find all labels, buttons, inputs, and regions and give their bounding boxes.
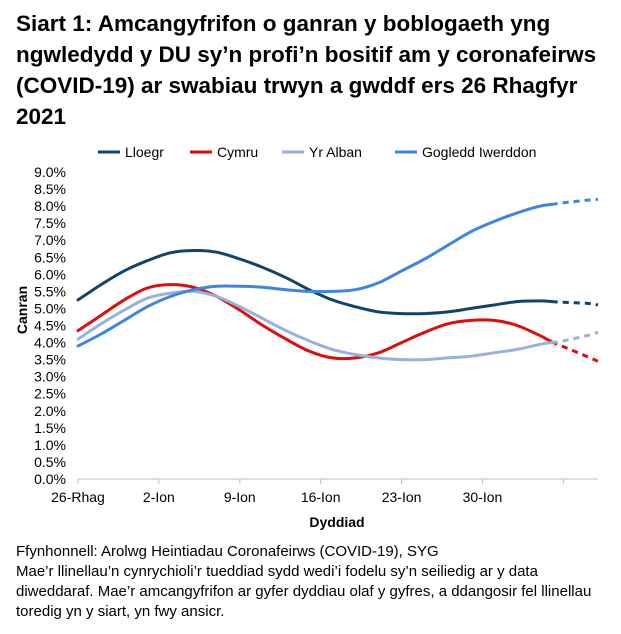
x-axis: 26-Rhag 2-Ion 9-Ion 16-Ion 23-Ion 30-Ion	[51, 478, 598, 505]
source-note: Ffynhonnell: Arolwg Heintiadau Coronafei…	[16, 543, 439, 560]
y-tick-label: 7.0%	[34, 232, 66, 248]
y-axis-title: Canran	[14, 286, 30, 334]
legend-label-yr-alban: Yr Alban	[309, 144, 362, 160]
y-axis: 0.0%0.5%1.0%1.5%2.0%2.5%3.0%3.5%4.0%4.5%…	[34, 164, 66, 487]
x-tick-label: 9-Ion	[224, 489, 256, 505]
x-tick-label: 16-Ion	[301, 489, 341, 505]
y-tick-label: 5.0%	[34, 300, 66, 316]
y-tick-label: 1.0%	[34, 437, 66, 453]
y-tick-label: 8.0%	[34, 198, 66, 214]
legend: Lloegr Cymru Yr Alban Gogledd Iwerddon	[98, 144, 536, 160]
y-tick-label: 6.0%	[34, 266, 66, 282]
series-line-dashed-cymru	[551, 340, 599, 363]
y-tick-label: 8.5%	[34, 181, 66, 197]
line-chart: Lloegr Cymru Yr Alban Gogledd Iwerddon 0.0%…	[14, 144, 599, 530]
y-tick-label: 4.5%	[34, 318, 66, 334]
y-tick-label: 0.5%	[34, 454, 66, 470]
y-tick-label: 7.5%	[34, 215, 66, 231]
series-line-gogledd-iwerddon	[76, 202, 554, 348]
series-lines	[76, 197, 599, 363]
series-line-dashed-yr-alban	[551, 330, 599, 345]
y-tick-label: 1.5%	[34, 420, 66, 436]
series-line-cymru	[76, 283, 554, 361]
x-tick-label: 2-Ion	[143, 489, 175, 505]
series-line-lloegr	[76, 248, 554, 316]
series-line-dashed-gogledd-iwerddon	[551, 197, 599, 206]
legend-label-cymru: Cymru	[217, 144, 258, 160]
y-tick-label: 0.0%	[34, 471, 66, 487]
series-line-yr-alban	[76, 289, 554, 362]
chart-footer: Ffynhonnell: Arolwg Heintiadau Coronafei…	[16, 542, 616, 622]
y-tick-label: 9.0%	[34, 164, 66, 180]
x-axis-title: Dyddiad	[309, 514, 364, 530]
chart-title: Siart 1: Amcangyfrifon o ganran y boblog…	[16, 11, 597, 129]
x-tick-label: 30-Ion	[463, 489, 503, 505]
x-tick-label: 26-Rhag	[51, 489, 105, 505]
y-tick-label: 3.5%	[34, 352, 66, 368]
y-tick-label: 2.5%	[34, 386, 66, 402]
y-tick-label: 5.5%	[34, 283, 66, 299]
y-tick-label: 4.0%	[34, 335, 66, 351]
y-tick-label: 2.0%	[34, 403, 66, 419]
series-line-dashed-lloegr	[551, 300, 599, 307]
legend-label-gogledd-iwerddon: Gogledd Iwerddon	[422, 144, 536, 160]
x-tick-label: 23-Ion	[382, 489, 422, 505]
trend-note: Mae’r llinellau’n cynrychioli’r tueddiad…	[16, 563, 592, 620]
y-tick-label: 6.5%	[34, 249, 66, 265]
legend-label-lloegr: Lloegr	[125, 144, 164, 160]
y-tick-label: 3.0%	[34, 369, 66, 385]
